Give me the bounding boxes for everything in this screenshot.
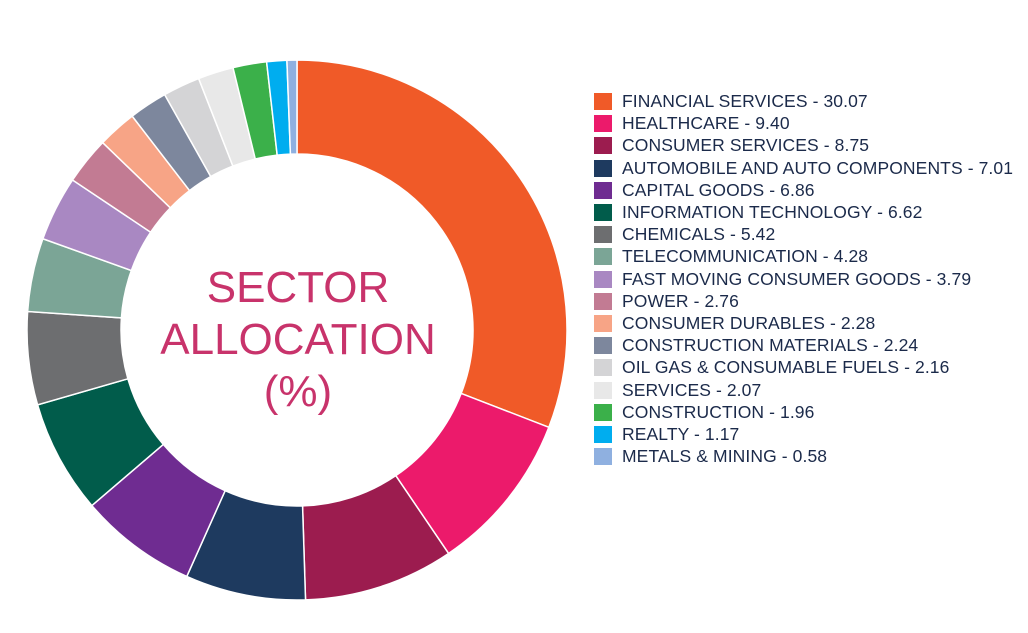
legend-label: CAPITAL GOODS - 6.86 bbox=[622, 179, 815, 200]
legend-swatch bbox=[594, 381, 612, 399]
legend-label: SERVICES - 2.07 bbox=[622, 379, 762, 400]
legend-label: FINANCIAL SERVICES - 30.07 bbox=[622, 91, 868, 111]
legend-label: CONSUMER DURABLES - 2.28 bbox=[622, 313, 876, 334]
legend-swatch bbox=[594, 204, 612, 222]
legend-swatch bbox=[594, 270, 612, 288]
legend-label: CHEMICALS - 5.42 bbox=[622, 224, 776, 245]
legend-swatch bbox=[594, 226, 612, 244]
legend-label: OIL GAS & CONSUMABLE FUELS - 2.16 bbox=[622, 357, 950, 378]
legend-swatch bbox=[594, 137, 612, 155]
legend-label: HEALTHCARE - 9.40 bbox=[622, 113, 790, 134]
legend-item: OIL GAS & CONSUMABLE FUELS - 2.16 bbox=[594, 356, 1014, 378]
legend-label: CONSTRUCTION - 1.96 bbox=[622, 401, 815, 422]
legend-item: CAPITAL GOODS - 6.86 bbox=[594, 179, 1014, 201]
legend-item: CONSUMER SERVICES - 8.75 bbox=[594, 134, 1014, 156]
legend-label: REALTY - 1.17 bbox=[622, 424, 740, 445]
chart-title: SECTOR ALLOCATION (%) bbox=[128, 262, 468, 418]
legend-item: SERVICES - 2.07 bbox=[594, 379, 1014, 401]
legend-label: CONSUMER SERVICES - 8.75 bbox=[622, 135, 870, 156]
donut-slice-0 bbox=[296, 59, 568, 429]
legend-swatch bbox=[594, 93, 612, 110]
legend-swatch bbox=[594, 315, 612, 333]
chart-title-line-2: ALLOCATION bbox=[160, 315, 436, 364]
legend-swatch bbox=[594, 248, 612, 266]
legend-swatch bbox=[594, 448, 612, 466]
legend-swatch bbox=[594, 159, 612, 177]
legend-item: CONSUMER DURABLES - 2.28 bbox=[594, 312, 1014, 334]
legend-label: METALS & MINING - 0.58 bbox=[622, 446, 828, 467]
legend-item: FINANCIAL SERVICES - 30.07 bbox=[594, 90, 1014, 112]
legend-label: FAST MOVING CONSUMER GOODS - 3.79 bbox=[622, 268, 972, 289]
chart-title-line-3: (%) bbox=[263, 367, 333, 416]
legend-item: CONSTRUCTION MATERIALS - 2.24 bbox=[594, 334, 1014, 356]
legend-item: POWER - 2.76 bbox=[594, 290, 1014, 312]
legend-swatch bbox=[594, 181, 612, 199]
legend-item: METALS & MINING - 0.58 bbox=[594, 445, 1014, 467]
legend-swatch bbox=[594, 115, 612, 133]
legend-item: REALTY - 1.17 bbox=[594, 423, 1014, 445]
legend-item: CONSTRUCTION - 1.96 bbox=[594, 401, 1014, 423]
legend-swatch bbox=[594, 292, 612, 310]
legend-item: HEALTHCARE - 9.40 bbox=[594, 112, 1014, 134]
donut-slice-16 bbox=[286, 59, 298, 155]
legend-swatch bbox=[594, 426, 612, 444]
legend-item: INFORMATION TECHNOLOGY - 6.62 bbox=[594, 201, 1014, 223]
chart-legend: FINANCIAL SERVICES - 30.07 HEALTHCARE - 9… bbox=[594, 90, 1014, 467]
legend-item: TELECOMMUNICATION - 4.28 bbox=[594, 245, 1014, 267]
legend-label: POWER - 2.76 bbox=[622, 290, 739, 311]
legend-label: TELECOMMUNICATION - 4.28 bbox=[622, 246, 869, 267]
legend-label: AUTOMOBILE AND AUTO COMPONENTS - 7.01 bbox=[622, 157, 1014, 178]
legend-swatch bbox=[594, 359, 612, 377]
legend-swatch bbox=[594, 403, 612, 421]
legend-item: CHEMICALS - 5.42 bbox=[594, 223, 1014, 245]
legend-label: INFORMATION TECHNOLOGY - 6.62 bbox=[622, 202, 923, 223]
chart-title-line-1: SECTOR bbox=[206, 263, 390, 312]
legend-label: CONSTRUCTION MATERIALS - 2.24 bbox=[622, 335, 919, 356]
legend-item: AUTOMOBILE AND AUTO COMPONENTS - 7.01 bbox=[594, 157, 1014, 179]
legend-item: FAST MOVING CONSUMER GOODS - 3.79 bbox=[594, 268, 1014, 290]
legend-swatch bbox=[594, 337, 612, 355]
